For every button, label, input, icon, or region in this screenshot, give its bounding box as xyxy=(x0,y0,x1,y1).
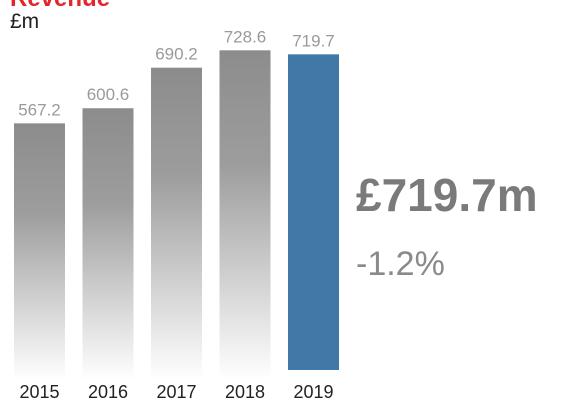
x-tick-label: 2017 xyxy=(156,382,196,401)
value-label: 719.7 xyxy=(292,31,335,50)
highlight-value: £719.7m xyxy=(356,169,538,221)
value-label: 567.2 xyxy=(18,100,61,119)
value-label: 600.6 xyxy=(87,85,130,104)
bar xyxy=(219,50,271,380)
x-tick-label: 2016 xyxy=(88,382,128,401)
bar xyxy=(288,54,339,370)
bar xyxy=(14,123,65,380)
x-tick-label: 2015 xyxy=(19,382,59,401)
value-label: 728.6 xyxy=(224,27,267,46)
value-label: 690.2 xyxy=(155,45,198,64)
chart-subtitle: £m xyxy=(10,10,39,33)
x-tick-label: 2018 xyxy=(225,382,265,401)
bar xyxy=(151,67,202,380)
bar xyxy=(82,108,134,380)
chart-title: Revenue xyxy=(10,0,110,12)
change-value: -1.2% xyxy=(356,245,445,283)
x-tick-label: 2019 xyxy=(293,382,333,401)
